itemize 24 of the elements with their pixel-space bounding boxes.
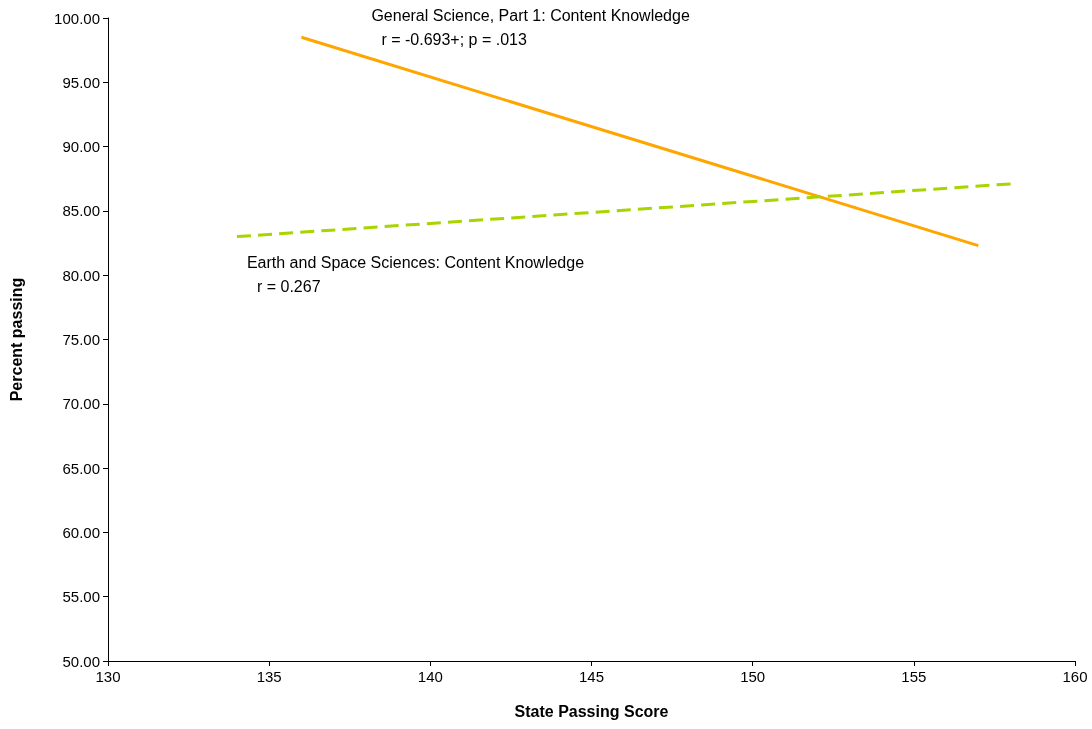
x-tick-label: 150 <box>740 668 766 685</box>
y-tick-label: 85.00 <box>62 202 100 220</box>
y-tick-label: 60.00 <box>62 523 100 541</box>
y-axis-title: Percent passing <box>7 277 25 402</box>
annotation: r = 0.267 <box>256 278 321 296</box>
y-tick-label: 65.00 <box>62 459 100 477</box>
series-label: Earth and Space Sciences: Content Knowledge <box>246 254 585 272</box>
y-tick-label: 80.00 <box>62 266 100 284</box>
x-tick-label: 140 <box>417 668 443 685</box>
y-tick-label: 55.00 <box>62 588 100 606</box>
x-axis-title: State Passing Score <box>514 702 669 720</box>
y-tick-label: 90.00 <box>62 138 100 156</box>
annotation: r = -0.693+; p = .013 <box>381 30 527 48</box>
y-tick-label: 100.00 <box>54 9 100 27</box>
x-tick-label: 130 <box>95 668 121 685</box>
x-tick-label: 160 <box>1062 668 1088 685</box>
text: General Science, Part 1: Content Knowledge <box>371 6 690 24</box>
y-tick-label: 70.00 <box>62 395 100 413</box>
y-tick-label: 50.00 <box>62 652 100 670</box>
x-tick-label: 135 <box>256 668 282 685</box>
x-tick-label: 145 <box>578 668 605 685</box>
y-tick-label: 95.00 <box>62 73 100 91</box>
x-tick-label: 155 <box>901 668 927 685</box>
y-tick-label: 75.00 <box>62 331 100 348</box>
